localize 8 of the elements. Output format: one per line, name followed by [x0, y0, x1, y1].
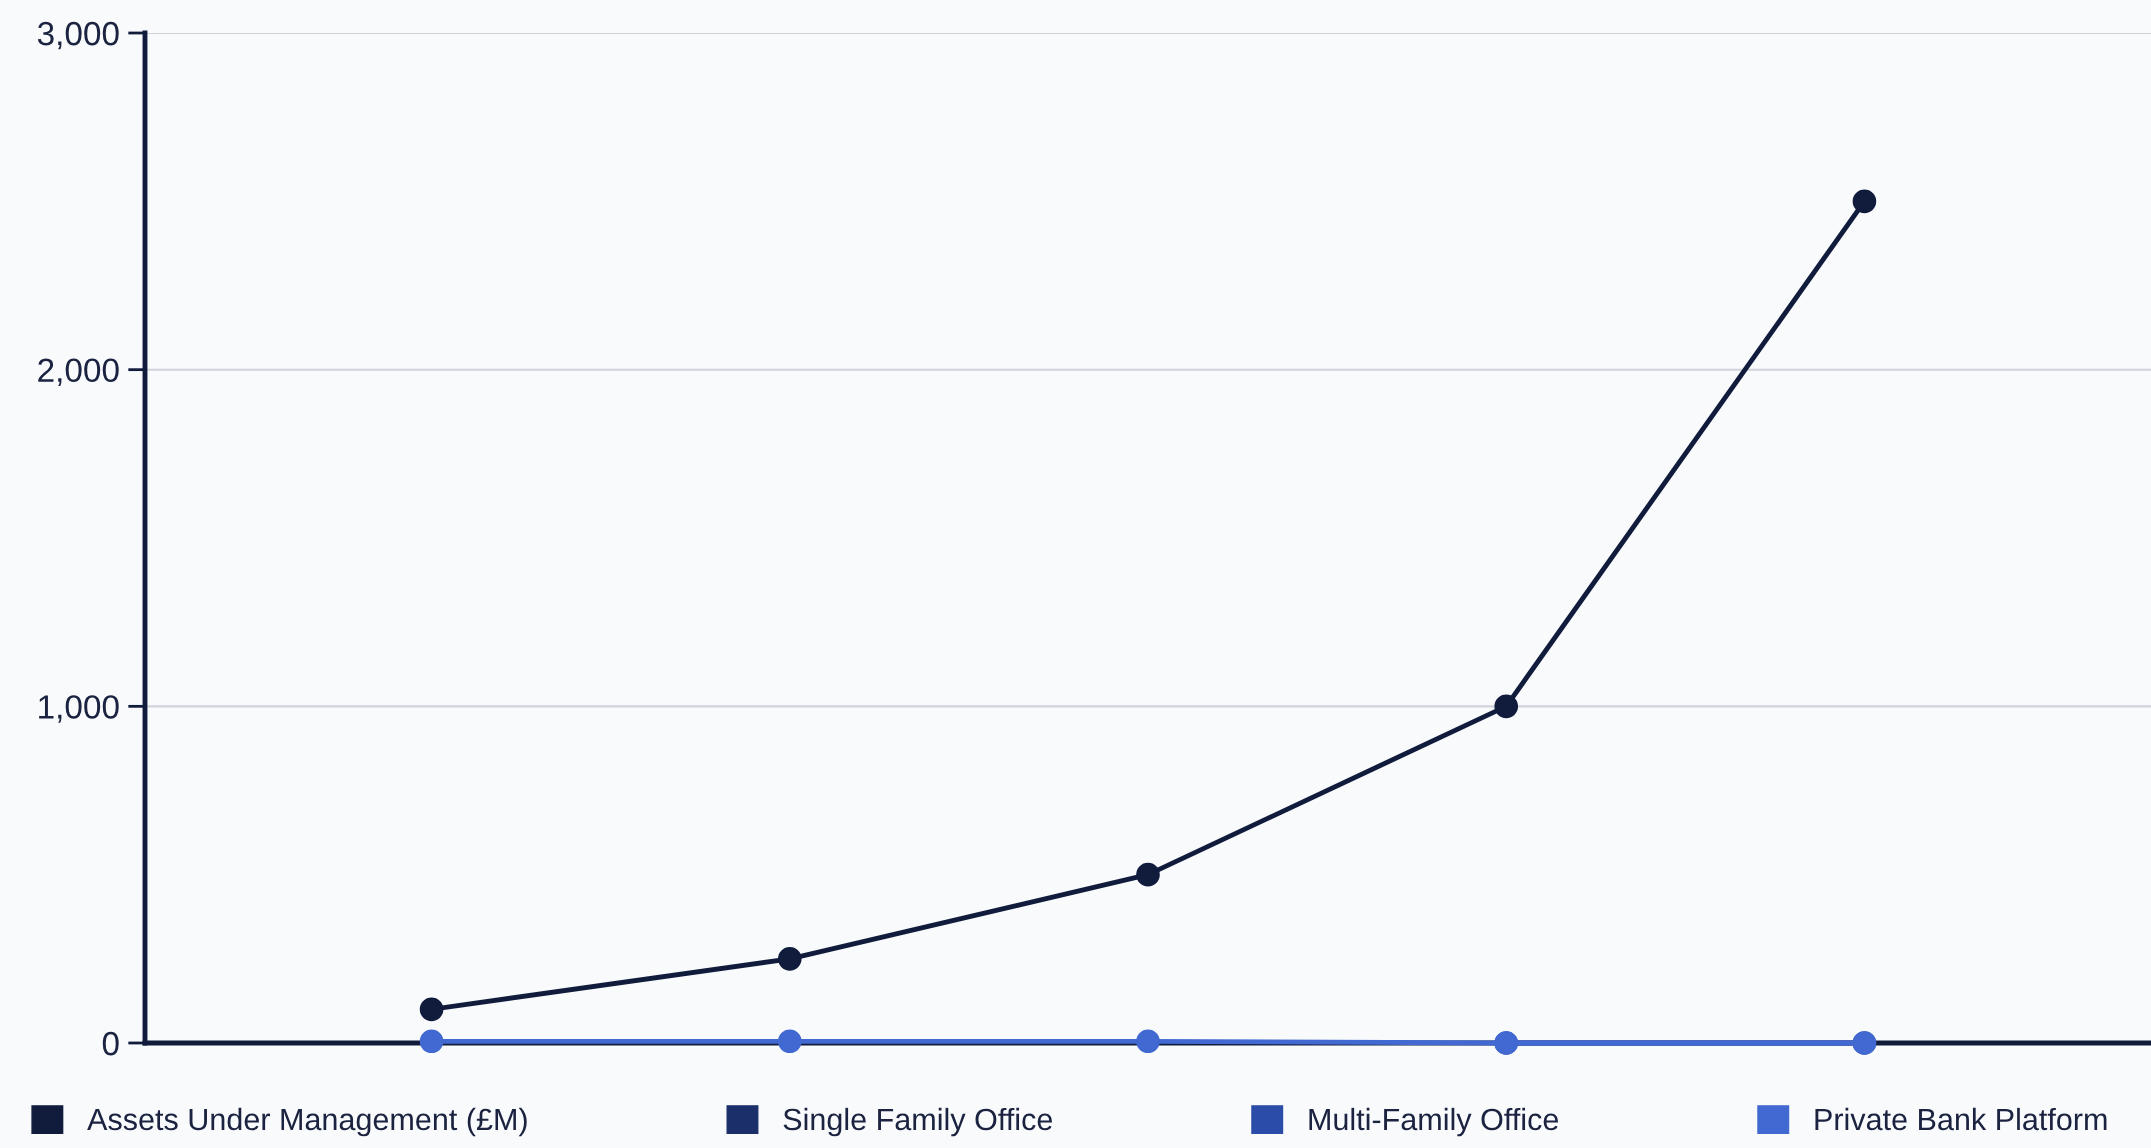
legend-label: Assets Under Management (£M)	[87, 1107, 527, 1137]
legend-label: Multi-Family Office	[1309, 1107, 1558, 1137]
y-tick-label: 0	[102, 1031, 119, 1056]
y-tick-label: 2,000	[38, 358, 119, 387]
legend-label: Private Bank Platform	[1815, 1107, 2107, 1131]
y-tick-label: 1,000	[39, 695, 119, 723]
y-tick-label: 3,000	[37, 21, 119, 50]
legend-label: Single Family Office	[783, 1107, 1052, 1137]
